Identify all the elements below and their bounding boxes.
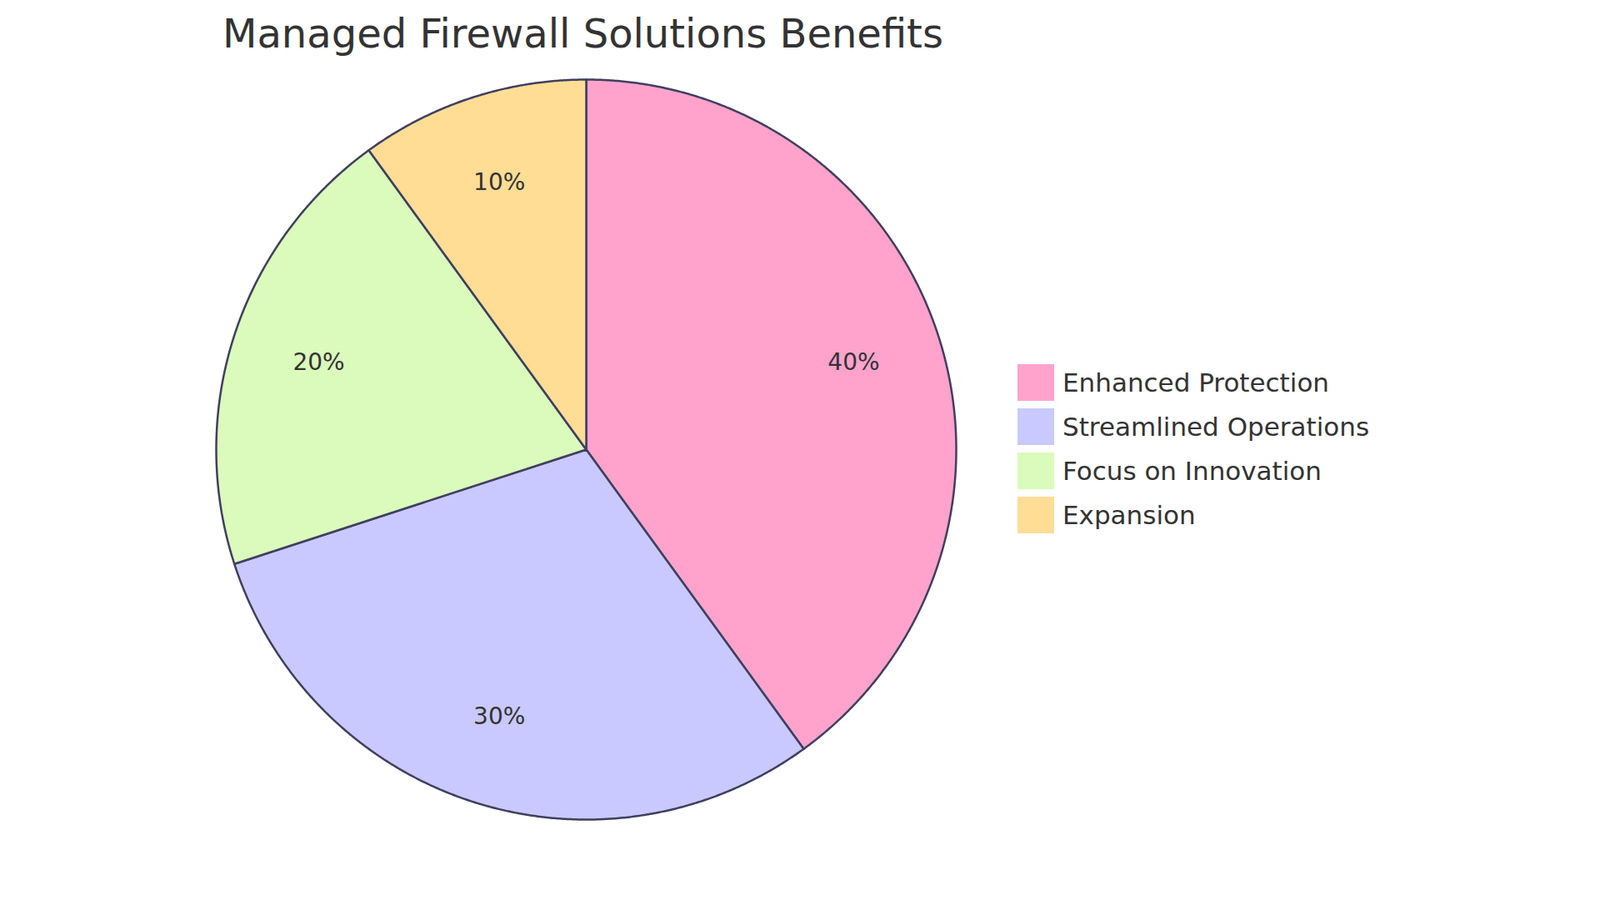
html-text:Expansion: Expansion xyxy=(1062,499,1196,530)
html-text:Focus on Innovation: Focus on Innovation xyxy=(1062,455,1322,486)
svg-text:20%: 20% xyxy=(292,348,345,376)
html-text:Streamlined Operations: Streamlined Operations xyxy=(1062,411,1370,442)
svg-text:30%: 30% xyxy=(473,702,525,730)
html-text:Managed Firewall Solutions Ben: Managed Firewall Solutions Benefits xyxy=(222,10,944,57)
svg-text:10%: 10% xyxy=(473,168,525,196)
html-text:Enhanced Protection: Enhanced Protection xyxy=(1062,367,1330,398)
svg-text:40%: 40% xyxy=(827,348,880,376)
